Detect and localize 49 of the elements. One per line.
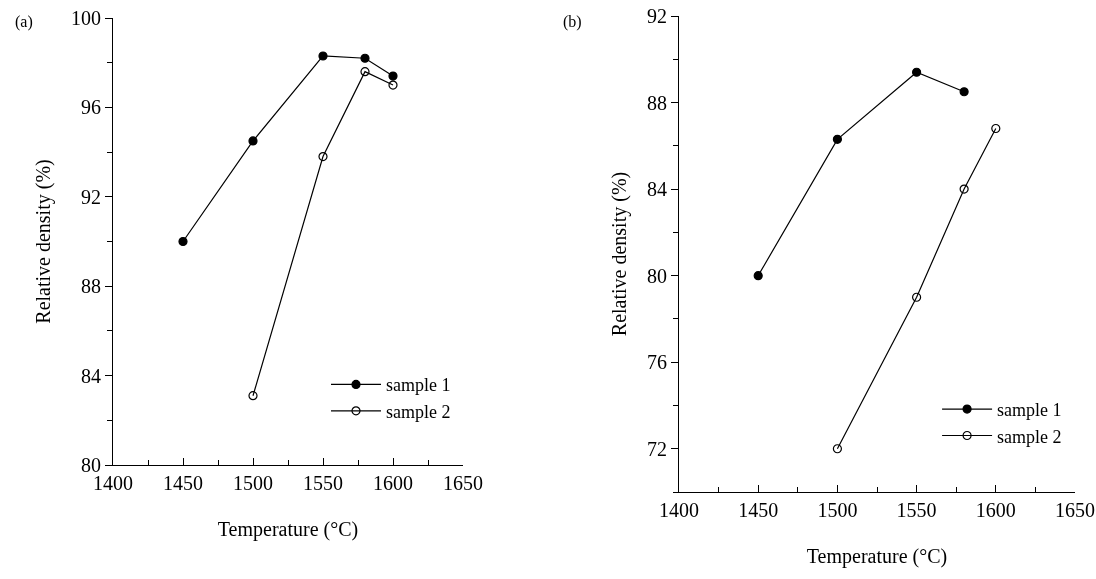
x-tick-label: 1400 bbox=[659, 499, 699, 522]
point bbox=[959, 87, 969, 97]
y-tick-label: 96 bbox=[80, 96, 101, 119]
y-tick-label: 92 bbox=[80, 185, 101, 208]
y-tick-label: 100 bbox=[70, 7, 101, 29]
x-tick-label: 1650 bbox=[1055, 499, 1095, 522]
y-tick-label: 84 bbox=[80, 364, 101, 387]
point bbox=[248, 136, 258, 146]
y-tick-label: 72 bbox=[646, 437, 667, 460]
point bbox=[318, 151, 328, 162]
chart-title: (a) bbox=[15, 13, 33, 32]
point bbox=[832, 444, 842, 454]
x-tick-label: 1650 bbox=[443, 472, 483, 495]
point bbox=[991, 123, 1001, 134]
point bbox=[959, 184, 969, 194]
x-tick-label: 1600 bbox=[373, 472, 413, 495]
y-axis-title: Relative density (%) bbox=[608, 171, 632, 337]
x-tick-label: 1500 bbox=[817, 499, 858, 522]
x-tick-label: 1500 bbox=[233, 472, 273, 495]
x-tick-label: 1550 bbox=[303, 472, 343, 495]
x-axis-title: Temperature (°C) bbox=[806, 544, 948, 568]
y-tick-label: 92 bbox=[646, 5, 667, 27]
point bbox=[388, 80, 398, 90]
legend-label: sample 1 bbox=[386, 375, 451, 396]
legend-label: sample 2 bbox=[997, 426, 1062, 447]
x-tick-label: 1450 bbox=[738, 499, 779, 522]
point bbox=[912, 67, 922, 77]
point bbox=[360, 53, 370, 63]
point bbox=[912, 292, 922, 302]
point bbox=[178, 236, 188, 247]
x-axis-title: Temperature (°C) bbox=[217, 517, 359, 541]
point bbox=[360, 67, 370, 77]
point bbox=[753, 271, 763, 281]
y-tick-label: 88 bbox=[80, 275, 101, 298]
x-tick-label: 1600 bbox=[975, 499, 1016, 522]
y-axis-title: Relative density (%) bbox=[32, 159, 56, 324]
point bbox=[832, 134, 842, 144]
y-tick-label: 88 bbox=[646, 91, 667, 114]
chart-title: (b) bbox=[563, 13, 582, 32]
legend-label: sample 1 bbox=[997, 400, 1062, 421]
legend-label: sample 2 bbox=[386, 401, 451, 422]
y-tick-label: 84 bbox=[646, 178, 667, 201]
point bbox=[248, 391, 258, 401]
point bbox=[388, 71, 398, 81]
y-tick-label: 76 bbox=[646, 351, 667, 374]
point bbox=[318, 51, 328, 61]
x-tick-label: 1550 bbox=[896, 499, 937, 522]
y-tick-label: 80 bbox=[646, 264, 667, 287]
x-tick-label: 1450 bbox=[163, 472, 203, 495]
